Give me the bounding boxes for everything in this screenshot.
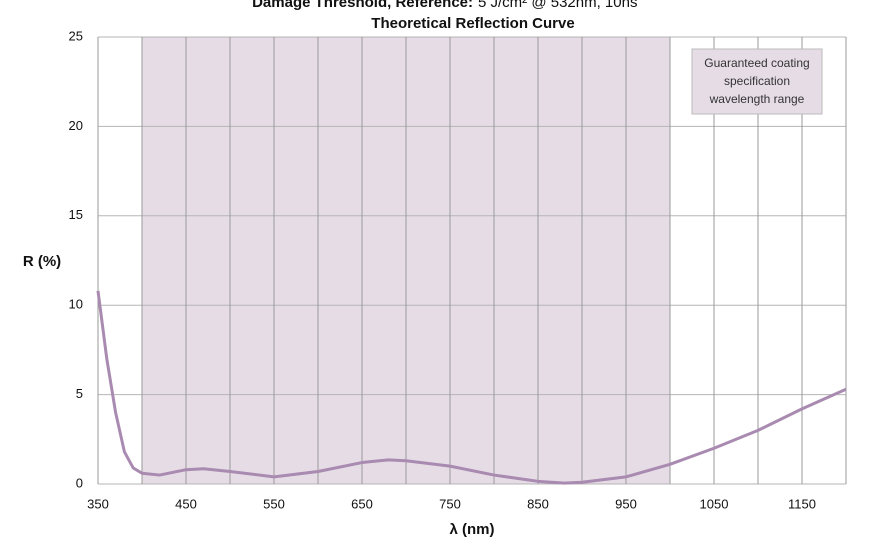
y-tick-label: 20 — [69, 118, 83, 133]
y-tick-label: 0 — [76, 475, 83, 490]
annotation-text: Guaranteed coating — [704, 56, 809, 70]
x-tick-label: 650 — [351, 496, 373, 511]
y-tick-label: 5 — [76, 386, 83, 401]
header-value: 5 J/cm² @ 532nm, 10ns — [478, 0, 637, 11]
x-tick-label: 1150 — [788, 496, 816, 511]
header-label: Damage Threshold, Reference: — [252, 0, 473, 11]
x-tick-label: 1050 — [700, 496, 729, 511]
line — [96, 290, 847, 485]
annotation-text: wavelength range — [709, 92, 805, 106]
x-tick-label: 850 — [527, 496, 549, 511]
x-tick-label: 750 — [439, 496, 461, 511]
y-axis-label: R (%) — [23, 253, 61, 270]
x-tick-label: 950 — [615, 496, 637, 511]
y-tick-label: 15 — [69, 207, 83, 222]
chart-title: Theoretical Reflection Curve — [371, 15, 574, 32]
x-tick-label: 350 — [87, 496, 109, 511]
x-tick-label: 450 — [175, 496, 197, 511]
y-tick-label: 10 — [69, 297, 83, 312]
x-tick-label: 550 — [263, 496, 285, 511]
annotation-box — [691, 48, 823, 115]
y-tick-label: 25 — [69, 28, 83, 43]
x-axis-label: λ (nm) — [450, 521, 495, 537]
annotation-text: specification — [724, 74, 790, 88]
